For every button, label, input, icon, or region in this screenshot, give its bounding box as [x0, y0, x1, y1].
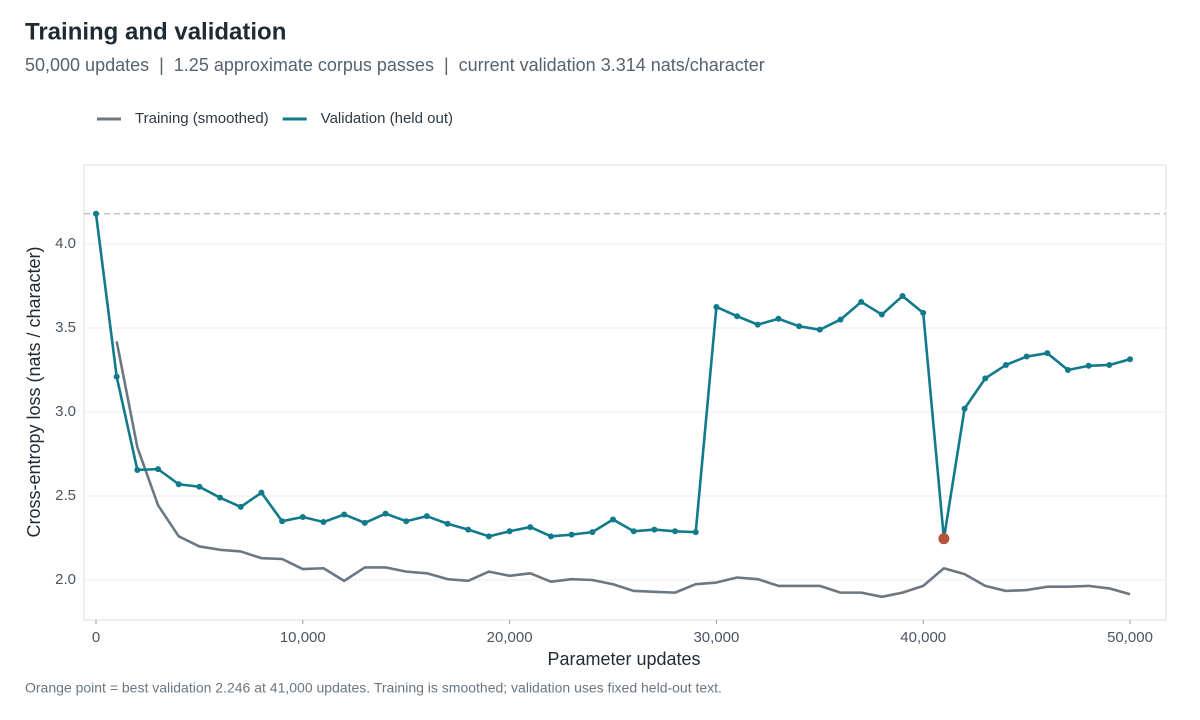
data-point: [692, 529, 699, 536]
x-tick-label: 0: [92, 629, 100, 646]
x-tick-label: 20,000: [487, 629, 533, 646]
data-point: [899, 293, 906, 300]
data-point: [878, 311, 885, 318]
x-axis-title: Parameter updates: [547, 649, 700, 669]
y-tick-label: 3.0: [55, 403, 76, 420]
y-tick-label: 4.0: [55, 235, 76, 252]
data-point: [734, 313, 741, 320]
data-point: [920, 309, 927, 316]
data-point: [1023, 353, 1030, 360]
data-point: [382, 510, 389, 517]
caption: Orange point = best validation 2.246 at …: [25, 680, 722, 696]
data-point: [672, 528, 679, 535]
data-point: [982, 375, 989, 382]
data-point: [1002, 361, 1009, 368]
y-tick-label: 3.5: [55, 319, 76, 336]
plot-panel: [83, 164, 1167, 621]
data-point: [361, 519, 368, 526]
chart-title: Training and validation: [25, 18, 286, 45]
data-point: [134, 466, 141, 473]
x-tick-label: 50,000: [1107, 629, 1153, 646]
data-point: [1106, 361, 1113, 368]
x-tick-label: 30,000: [693, 629, 739, 646]
data-point: [858, 298, 865, 305]
y-tick-label: 2.0: [55, 571, 76, 588]
data-point: [1064, 366, 1071, 373]
best-point: [938, 533, 950, 545]
data-point: [217, 494, 224, 501]
data-point: [258, 489, 265, 496]
data-point: [651, 526, 658, 533]
data-point: [816, 326, 823, 333]
data-point: [196, 483, 203, 490]
series-line: [115, 341, 1131, 599]
data-point: [403, 518, 410, 525]
series-line: [94, 213, 1131, 540]
data-point: [299, 514, 306, 521]
data-point: [113, 373, 120, 380]
data-point: [237, 503, 244, 510]
data-point: [465, 526, 472, 533]
data-point: [610, 516, 617, 523]
chart-subtitle: 50,000 updates | 1.25 approximate corpus…: [25, 55, 765, 75]
grid: 2.0 2.5 3.0 3.5 4.0 0 10,000 20,000 30,000 40,000…: [55, 213, 1166, 646]
data-point: [341, 511, 348, 518]
y-tick-label: 2.5: [55, 487, 76, 504]
data-point: [630, 528, 637, 535]
data-point: [1044, 350, 1051, 357]
data-point: [961, 405, 968, 412]
data-point: [1127, 356, 1134, 363]
data-point: [423, 513, 430, 520]
data-point: [754, 321, 761, 328]
data-point: [175, 481, 182, 488]
data-point: [155, 466, 162, 473]
data-point: [320, 519, 327, 526]
legend-label: Validation (held out): [321, 110, 453, 127]
data-point: [796, 323, 803, 330]
data-point: [713, 303, 720, 310]
marks: [92, 210, 1134, 599]
legend: Training (smoothed) Validation (held out): [97, 110, 453, 127]
data-point: [775, 315, 782, 322]
x-tick-label: 10,000: [280, 629, 326, 646]
data-point: [547, 533, 554, 540]
data-point: [92, 210, 99, 217]
x-tick-label: 40,000: [900, 629, 946, 646]
y-axis-title: Cross-entropy loss (nats / character): [24, 246, 44, 537]
data-point: [837, 316, 844, 323]
data-point: [589, 529, 596, 536]
data-point: [527, 524, 534, 531]
data-point: [444, 520, 451, 527]
data-point: [506, 528, 513, 535]
legend-label: Training (smoothed): [135, 110, 269, 127]
data-point: [1085, 362, 1092, 369]
data-point: [485, 533, 492, 540]
data-point: [568, 531, 575, 538]
data-point: [279, 518, 286, 525]
